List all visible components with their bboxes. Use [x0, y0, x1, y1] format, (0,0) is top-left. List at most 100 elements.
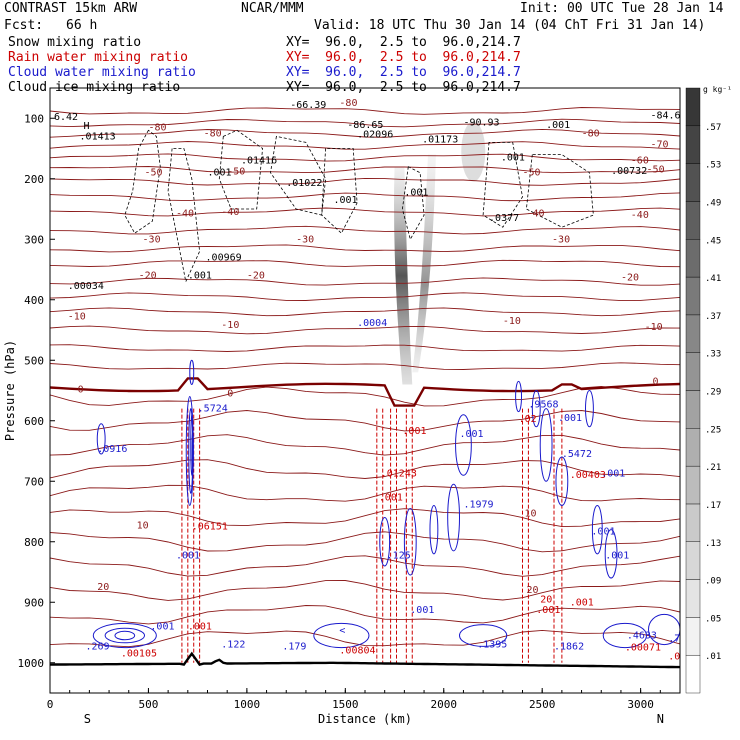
- temperature-contour: [50, 207, 680, 217]
- cloud-water-contour: [604, 529, 618, 579]
- colorbar-label: .49: [705, 198, 721, 208]
- temperature-contour-label: 0: [78, 384, 84, 395]
- temperature-contour-label: -80: [339, 98, 357, 109]
- colorbar-cell: [685, 579, 701, 618]
- colorbar-label: .13: [705, 539, 721, 549]
- colorbar-cell: [685, 314, 701, 353]
- temperature-contour-label: -40: [526, 208, 544, 219]
- temperature-contour-label: 20: [526, 585, 538, 596]
- cloud-ice-contour: [321, 148, 358, 234]
- contour-labels: -80 -80-80-80-70-60-50 -50 -50 -50-40 -40 -40-…: [54, 98, 698, 663]
- y-tick-label: 700: [24, 475, 44, 488]
- temperature-contour: [50, 580, 680, 601]
- colorbar-label: .25: [705, 425, 721, 435]
- extrema-label: .0004: [357, 318, 387, 329]
- extrema-label: .001: [536, 605, 560, 616]
- x-tick-label: 1500: [332, 698, 359, 711]
- colorbar-label: .53: [705, 161, 721, 171]
- colorbar-label: .41: [705, 274, 721, 284]
- terrain-profile: [49, 651, 680, 669]
- y-tick-label: 500: [24, 354, 44, 367]
- y-tick-label: 200: [24, 173, 44, 186]
- extrema-label: .00804: [339, 646, 375, 657]
- temperature-contour-label: 0: [652, 376, 658, 387]
- cloud-water-contour: [403, 507, 417, 576]
- temperature-contour-label: -20: [247, 271, 265, 282]
- extrema-label: -90.93: [463, 118, 499, 129]
- extrema-label: -66.39: [290, 100, 326, 111]
- valid-time: Valid: 18 UTC Thu 30 Jan 14 (04 ChT Fri …: [314, 18, 706, 33]
- y-tick-label: 600: [24, 415, 44, 428]
- colorbar-label: .01: [705, 652, 721, 662]
- cloud-water-contour: [539, 408, 553, 482]
- x-tick-label: 2500: [529, 698, 556, 711]
- extrema-label: .00105: [121, 649, 157, 660]
- extrema-label: .001: [605, 551, 629, 562]
- extrema-label: .1979: [463, 499, 493, 510]
- temperature-contour-label: 10: [524, 508, 536, 519]
- x-tick-label: 2000: [431, 698, 458, 711]
- colorbar-label: .57: [705, 123, 721, 133]
- colorbar-cell: [685, 541, 701, 580]
- temperature-contour: [50, 459, 680, 479]
- cloud-water-contour: [189, 359, 195, 385]
- extrema-label: .001: [188, 621, 212, 632]
- temperature-contour: [50, 325, 680, 335]
- extrema-label: .01416: [241, 156, 277, 167]
- colorbar-label: .37: [705, 312, 721, 322]
- colorbar-cell: [685, 352, 701, 391]
- cloud-water-contour: [379, 517, 391, 567]
- temperature-contour: [50, 344, 680, 352]
- cloud-water-contour: [585, 390, 594, 428]
- extrema-label: .122: [221, 640, 245, 651]
- extrema-label: .4633: [627, 631, 657, 642]
- extrema-label: -86.65: [347, 120, 383, 131]
- cloud-water-contour: [455, 414, 472, 476]
- temperature-contour-label: -50: [227, 167, 245, 178]
- extrema-label: .001: [558, 413, 582, 424]
- colorbar-label: .17: [705, 501, 721, 511]
- x-axis-label: Distance (km): [318, 712, 412, 726]
- temperature-contour-label: -10: [503, 316, 521, 327]
- legend-snow-xy: XY= 96.0, 2.5 to 96.0,214.7: [286, 35, 521, 50]
- extrema-label: .001: [208, 168, 232, 179]
- extrema-label: 20: [540, 594, 552, 605]
- extrema-label: .0090: [668, 652, 698, 663]
- temperature-contour: [50, 177, 680, 186]
- north-label: N: [657, 712, 664, 726]
- colorbar-cell: [685, 87, 701, 127]
- org-label: NCAR/MMM: [241, 1, 304, 16]
- cloud-ice-contour: [167, 148, 201, 283]
- fcst-value: 66 h: [66, 18, 98, 33]
- cloud-water-contour: [429, 504, 439, 555]
- extrema-label: .001: [334, 195, 358, 206]
- temperature-contour: [50, 605, 680, 625]
- temperature-contour: [50, 531, 680, 553]
- cloud-ice-contour: [270, 135, 327, 216]
- extrema-label: .001: [591, 526, 615, 537]
- colorbar-cell: [685, 617, 701, 656]
- cloud-water-contour: [191, 429, 194, 473]
- temperature-contour: [50, 555, 680, 577]
- extrema-label: <: [339, 626, 345, 637]
- temperature-contour: [50, 259, 680, 268]
- cloud-water-contour: [515, 380, 523, 413]
- extrema-label: .0377: [489, 213, 519, 224]
- extrema-label: .001: [176, 551, 200, 562]
- colorbar-cell: [685, 239, 701, 278]
- temperature-contour-label: -70: [650, 139, 668, 150]
- temperature-contour: [50, 128, 680, 138]
- temperature-contour: [50, 362, 680, 370]
- x-tick-label: 500: [139, 698, 159, 711]
- extrema-label: -84.62: [650, 110, 686, 121]
- cloud-water-contour: [648, 613, 680, 646]
- legend-rain-label: Rain water mixing ratio: [8, 50, 189, 65]
- init-time: Init: 00 UTC Tue 28 Jan 14: [520, 1, 724, 16]
- colorbar-cell: [685, 201, 701, 240]
- temperature-contour-label: -20: [139, 271, 157, 282]
- temperature-contour-label: -50: [647, 165, 665, 176]
- temperature-contour-label: -80: [204, 128, 222, 139]
- extrema-label: .1395: [477, 640, 507, 651]
- temperature-contour: [50, 244, 680, 253]
